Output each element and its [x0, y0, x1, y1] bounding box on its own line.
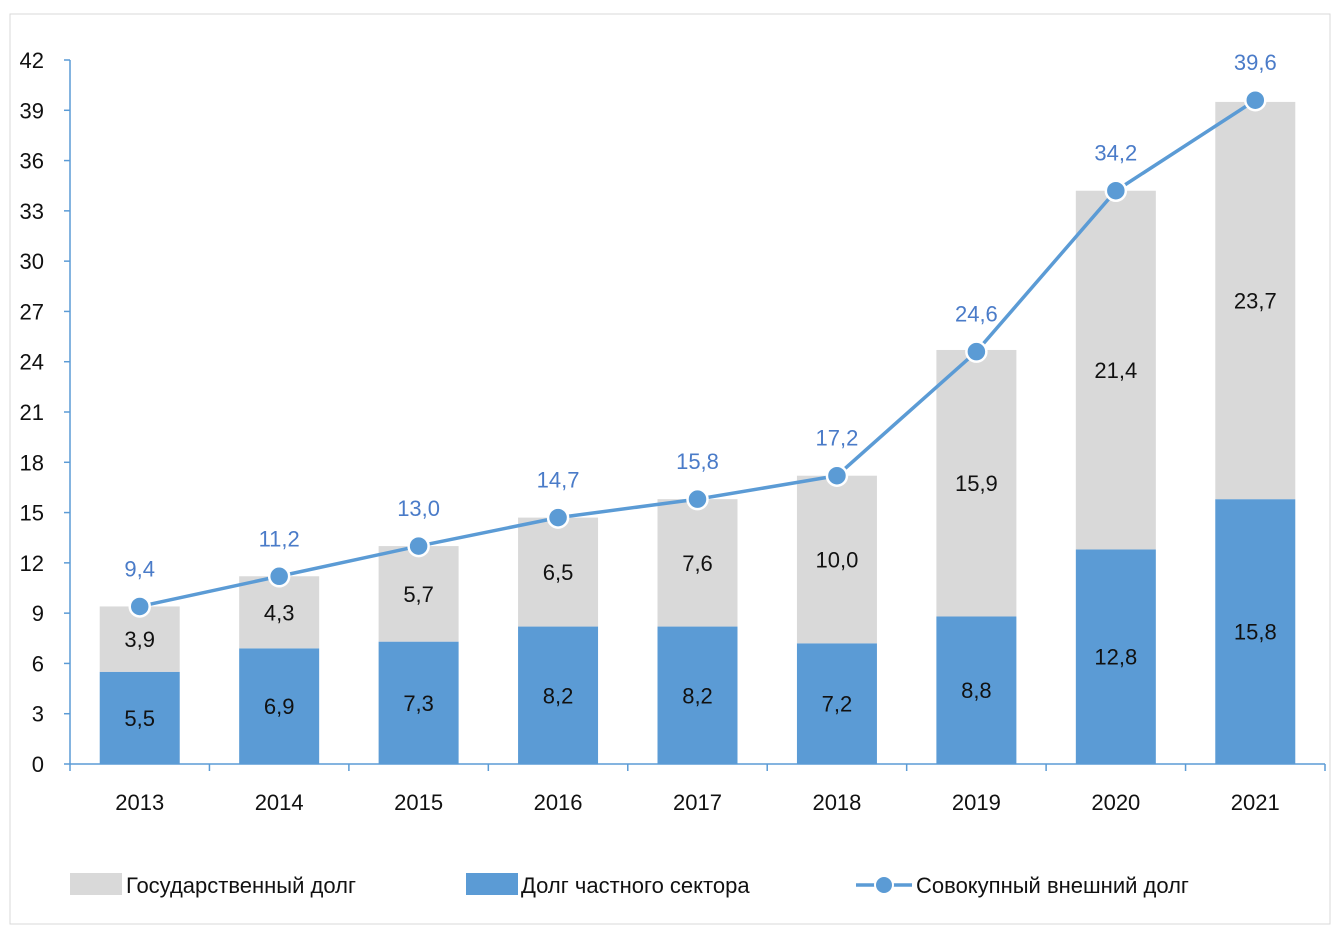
data-label-total: 11,2 — [259, 526, 300, 551]
total-line-point — [686, 487, 709, 511]
y-tick-label: 18 — [20, 450, 44, 475]
data-label-public: 15,9 — [955, 471, 998, 496]
data-label-public: 23,7 — [1234, 289, 1277, 314]
bar-public-debt — [1075, 190, 1156, 550]
x-tick-label: 2014 — [255, 790, 304, 815]
bar-public-debt — [239, 576, 320, 649]
bar-public-debt — [1215, 101, 1296, 500]
y-tick-label: 27 — [20, 299, 44, 324]
y-tick-label: 24 — [20, 350, 44, 375]
total-line-point — [546, 506, 570, 529]
data-label-private: 8,2 — [543, 683, 574, 708]
legend-label-public: Государственный долг — [126, 873, 356, 898]
data-label-public: 4,3 — [264, 600, 295, 625]
data-label-public: 10,0 — [816, 548, 859, 573]
y-tick-label: 42 — [20, 48, 44, 73]
data-label-total: 15,8 — [676, 449, 719, 474]
total-line-point — [1244, 88, 1267, 112]
y-tick-label: 9 — [32, 601, 44, 626]
data-label-total: 9,4 — [124, 556, 155, 581]
x-tick-label: 2021 — [1231, 790, 1280, 815]
y-tick-label: 12 — [20, 551, 44, 576]
legend-swatch-public — [70, 873, 122, 895]
bar-private-sector — [1075, 549, 1156, 764]
bar-private-sector — [657, 626, 738, 764]
data-label-total: 13,0 — [397, 496, 440, 521]
bar-public-debt — [936, 349, 1017, 617]
bars — [99, 101, 1296, 764]
legend: Государственный долг Долг частного сектор… — [70, 873, 1189, 898]
bar-private-sector — [239, 648, 320, 764]
bar-private-sector — [378, 641, 459, 764]
y-tick-label: 0 — [32, 752, 44, 777]
data-label-private: 8,2 — [682, 683, 713, 708]
data-label-private: 5,5 — [124, 706, 155, 731]
data-label-private: 6,9 — [264, 694, 295, 719]
total-line — [128, 88, 1267, 618]
x-tick-label: 2017 — [673, 790, 722, 815]
chart-border — [9, 13, 1331, 925]
data-label-total: 39,6 — [1234, 50, 1277, 75]
bar-private-sector — [518, 626, 599, 764]
data-label-public: 21,4 — [1094, 358, 1137, 383]
x-tick-label: 2020 — [1091, 790, 1140, 815]
data-label-public: 6,5 — [543, 560, 574, 585]
data-label-private: 7,3 — [403, 691, 434, 716]
data-label-total: 17,2 — [816, 426, 859, 451]
data-label-private: 7,2 — [822, 692, 853, 717]
legend-label-private: Долг частного сектора — [521, 873, 750, 898]
y-tick-label: 15 — [20, 501, 44, 526]
bar-private-sector — [936, 616, 1017, 764]
data-label-private: 15,8 — [1234, 620, 1277, 645]
bar-public-debt — [796, 475, 877, 644]
y-tick-label: 33 — [20, 199, 44, 224]
data-label-total: 24,6 — [955, 302, 998, 327]
total-line-point — [267, 565, 291, 588]
y-tick-label: 39 — [20, 98, 44, 123]
total-line-point — [825, 464, 849, 487]
data-label-public: 3,9 — [124, 627, 155, 652]
y-tick-label: 6 — [32, 651, 44, 676]
data-label-private: 12,8 — [1094, 645, 1137, 670]
legend-marker-total — [874, 875, 894, 895]
y-tick-label: 3 — [32, 702, 44, 727]
data-label-total: 14,7 — [537, 468, 580, 493]
bar-public-debt — [657, 499, 738, 627]
total-line-point — [407, 534, 430, 558]
bar-public-debt — [378, 546, 459, 642]
total-line-point — [128, 595, 151, 618]
data-labels: 5,5 3,9 6,9 4,3 7,3 5,7 8,2 6,5 8,2 7,6 7,2 10,0 8,8… — [124, 50, 1276, 731]
x-tick-label: 2018 — [812, 790, 861, 815]
data-label-public: 7,6 — [682, 551, 713, 576]
chart-frame — [9, 13, 1331, 925]
x-axis: 2013 2014 2015 2016 2017 2018 2019 2020 2021 — [69, 763, 1326, 815]
data-label-total: 34,2 — [1094, 141, 1137, 166]
y-tick-label: 36 — [20, 149, 44, 174]
y-tick-label: 30 — [20, 249, 44, 274]
total-line-point — [965, 340, 988, 363]
x-tick-label: 2015 — [394, 790, 443, 815]
total-line-point — [1104, 179, 1128, 202]
bar-private-sector — [796, 643, 877, 764]
y-tick-label: 21 — [20, 400, 44, 425]
x-tick-label: 2013 — [115, 790, 164, 815]
x-tick-label: 2016 — [534, 790, 583, 815]
bar-private-sector — [1215, 499, 1296, 764]
bar-public-debt — [518, 517, 599, 627]
data-label-private: 8,8 — [961, 678, 992, 703]
legend-swatch-private — [466, 873, 518, 895]
data-label-public: 5,7 — [403, 582, 434, 607]
x-tick-label: 2019 — [952, 790, 1001, 815]
bar-private-sector — [99, 671, 180, 764]
legend-label-total: Совокупный внешний долг — [916, 873, 1189, 898]
